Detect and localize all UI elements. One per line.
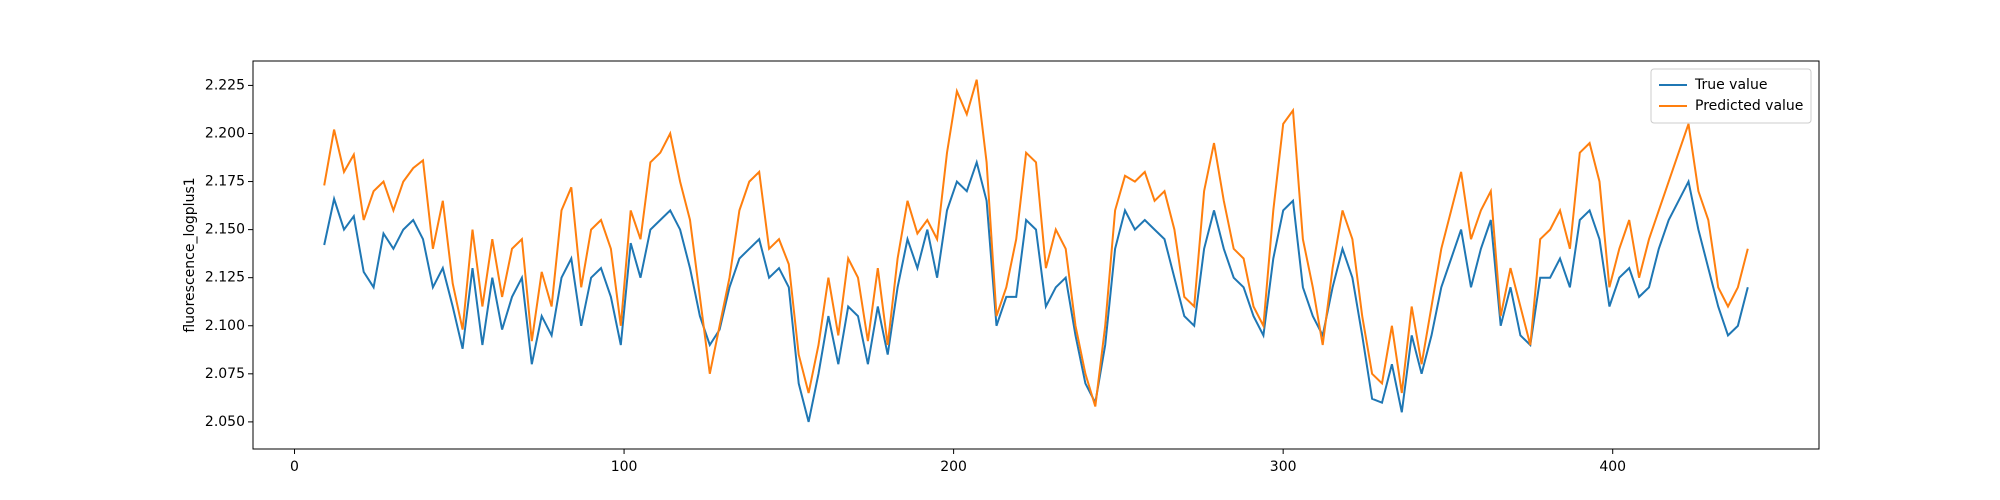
y-tick-label: 2.100 [205, 318, 245, 334]
y-tick-label: 2.225 [205, 77, 245, 93]
y-tick-label: 2.075 [205, 366, 245, 382]
y-axis-label: fluorescence_logplus1 [182, 177, 198, 332]
x-tick-label: 400 [1599, 459, 1626, 475]
legend-box [1650, 68, 1812, 124]
y-tick-label: 2.175 [205, 174, 245, 190]
x-tick-label: 100 [611, 459, 638, 475]
y-tick-label: 2.125 [205, 270, 245, 286]
y-tick-label: 2.150 [205, 222, 245, 238]
y-tick-label: 2.200 [205, 125, 245, 141]
y-tick-label: 2.050 [205, 414, 245, 430]
series-line [323, 79, 1749, 407]
plot-frame [252, 60, 1820, 450]
series-line [323, 158, 1749, 423]
x-tick-label: 300 [1270, 459, 1297, 475]
x-tick-label: 0 [290, 459, 299, 475]
legend-label: True value [1694, 77, 1767, 93]
legend-label: Predicted value [1695, 98, 1803, 114]
x-tick-label: 200 [940, 459, 967, 475]
